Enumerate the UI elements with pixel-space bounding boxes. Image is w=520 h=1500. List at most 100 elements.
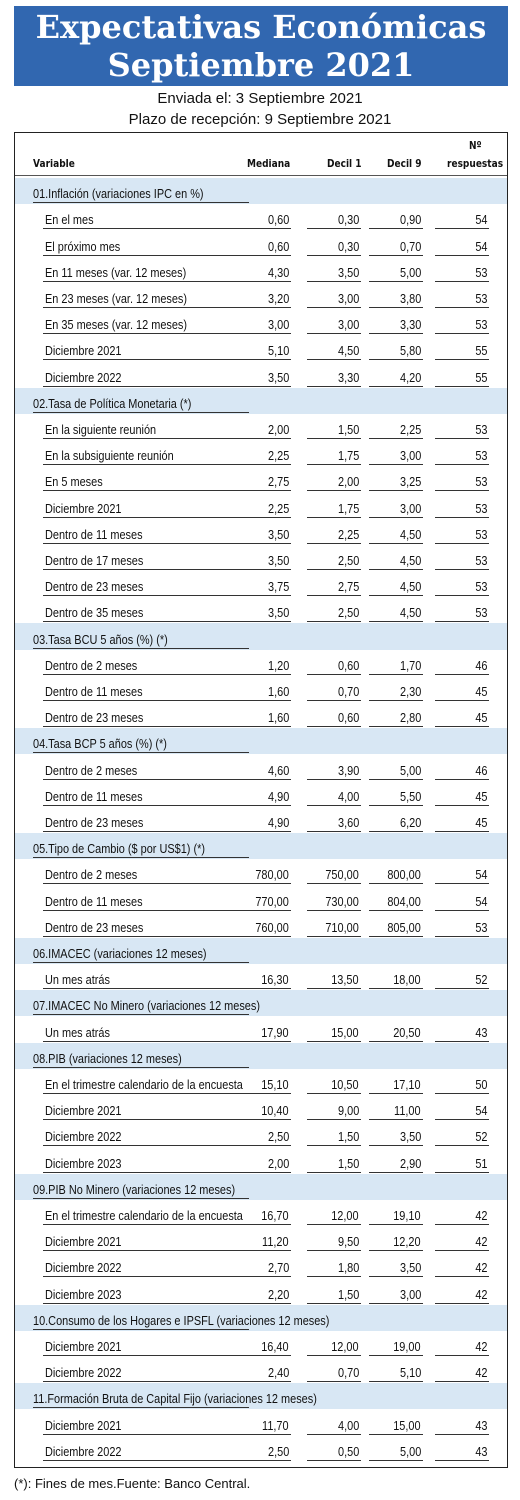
cell-decil1: 1,80 [337,1260,359,1276]
row-label: El próximo mes [45,238,121,254]
cell-n: 53 [474,605,487,621]
cell-decil9: 4,50 [399,552,421,568]
cell-mediana: 3,50 [267,605,289,621]
col-variable: Variable [33,157,75,170]
cell-rule [307,306,361,308]
table-row: Diciembre 2021 5,10 4,50 5,80 55 [15,335,507,361]
cell-decil1: 13,50 [331,972,359,988]
cell-decil9: 805,00 [387,919,421,935]
section-header: 09.PIB No Minero (variaciones 12 meses) [15,1173,507,1200]
row-rule [43,464,247,466]
table-row: En el trimestre calendario de la encuest… [15,1200,507,1226]
cell-rule [307,254,361,256]
cell-rule [369,1459,423,1461]
cell-rule [369,464,423,466]
cell-decil9: 2,90 [399,1155,421,1171]
cell-rule [369,595,423,597]
section-header: 04.Tasa BCP 5 años (%) (*) [15,728,507,755]
cell-rule [369,568,423,570]
cell-decil1: 3,00 [337,317,359,333]
cell-rule [369,1171,423,1173]
row-rule [43,1250,247,1252]
cell-mediana: 17,90 [261,1024,289,1040]
section-rule [33,1014,249,1016]
cell-decil9: 3,25 [399,474,421,490]
cell-mediana: 2,00 [267,421,289,437]
row-label: Diciembre 2022 [45,1129,122,1145]
cell-mediana: 15,10 [261,1076,289,1092]
row-label: En el trimestre calendario de la encuest… [45,1207,243,1223]
cell-mediana: 2,50 [267,1129,289,1145]
cell-mediana: 10,40 [261,1103,289,1119]
cell-rule [435,726,489,728]
table-row: Dentro de 23 meses 760,00 710,00 805,00 53 [15,912,507,938]
cell-decil1: 1,50 [337,1286,359,1302]
table-row: En 23 meses (var. 12 meses) 3,20 3,00 3,80 5… [15,283,507,309]
row-rule [43,516,247,518]
cell-mediana: 2,00 [267,1155,289,1171]
cell-rule [247,490,291,492]
section-header: 10.Consumo de los Hogares e IPSFL (varia… [15,1304,507,1331]
row-label: Dentro de 23 meses [45,710,144,726]
cell-decil9: 1,70 [399,657,421,673]
row-rule [43,254,247,256]
cell-rule [435,804,489,806]
cell-decil9: 6,20 [399,814,421,830]
cell-decil1: 0,70 [337,1365,359,1381]
cell-rule [247,1354,291,1356]
table-row: Dentro de 11 meses 770,00 730,00 804,00 54 [15,885,507,911]
cell-n: 45 [474,814,487,830]
cell-n: 53 [474,448,487,464]
cell-rule [435,359,489,361]
cell-rule [369,306,423,308]
table-row: Diciembre 2022 2,50 1,50 3,50 52 [15,1121,507,1147]
cell-n: 54 [474,893,487,909]
section-title: 04.Tasa BCP 5 años (%) (*) [33,736,167,752]
cell-mediana: 11,20 [262,1234,289,1250]
cell-rule [435,909,489,911]
cell-decil9: 3,00 [399,1286,421,1302]
cell-decil1: 4,00 [337,788,359,804]
cell-n: 46 [474,762,487,778]
table-row: En 5 meses 2,75 2,00 3,25 53 [15,466,507,492]
cell-decil9: 3,50 [399,1260,421,1276]
row-label: Dentro de 11 meses [45,788,143,804]
table-row: Diciembre 2021 11,20 9,50 12,20 42 [15,1226,507,1252]
row-label: Dentro de 11 meses [45,893,143,909]
cell-rule [369,490,423,492]
cell-decil9: 804,00 [387,893,421,909]
cell-decil1: 2,75 [337,579,359,595]
cell-mediana: 0,60 [267,212,289,228]
cell-rule [307,490,361,492]
row-rule [43,490,247,492]
table-row: Diciembre 2023 2,00 1,50 2,90 51 [15,1147,507,1173]
cell-rule [247,1433,291,1435]
cell-rule [369,228,423,230]
cell-rule [369,621,423,623]
table-row: Dentro de 11 meses 3,50 2,25 4,50 53 [15,519,507,545]
cell-decil1: 2,00 [337,474,359,490]
cell-n: 43 [474,1024,487,1040]
cell-decil1: 2,25 [337,526,359,542]
table-row: Dentro de 23 meses 3,75 2,75 4,50 53 [15,571,507,597]
cell-mediana: 0,60 [267,238,289,254]
section-rule [33,202,249,204]
table-row: En 35 meses (var. 12 meses) 3,00 3,00 3,30 5… [15,309,507,335]
cell-rule [435,542,489,544]
section-rule [33,1407,249,1409]
cell-rule [247,1171,291,1173]
cell-rule [435,306,489,308]
expectations-table: Variable Mediana Decil 1 Decil 9 Nº resp… [14,132,508,1468]
cell-n: 42 [474,1338,487,1354]
cell-decil9: 12,20 [393,1234,421,1250]
row-rule [43,935,247,937]
cell-rule [307,1276,361,1278]
row-rule [43,228,247,230]
row-label: Diciembre 2022 [45,1365,122,1381]
cell-rule [369,1381,423,1383]
cell-n: 42 [474,1234,487,1250]
cell-decil9: 3,30 [399,317,421,333]
footnote: (*): Fines de mes.Fuente: Banco Central. [14,1476,251,1491]
row-label: Diciembre 2021 [45,500,122,516]
cell-mediana: 3,50 [267,526,289,542]
